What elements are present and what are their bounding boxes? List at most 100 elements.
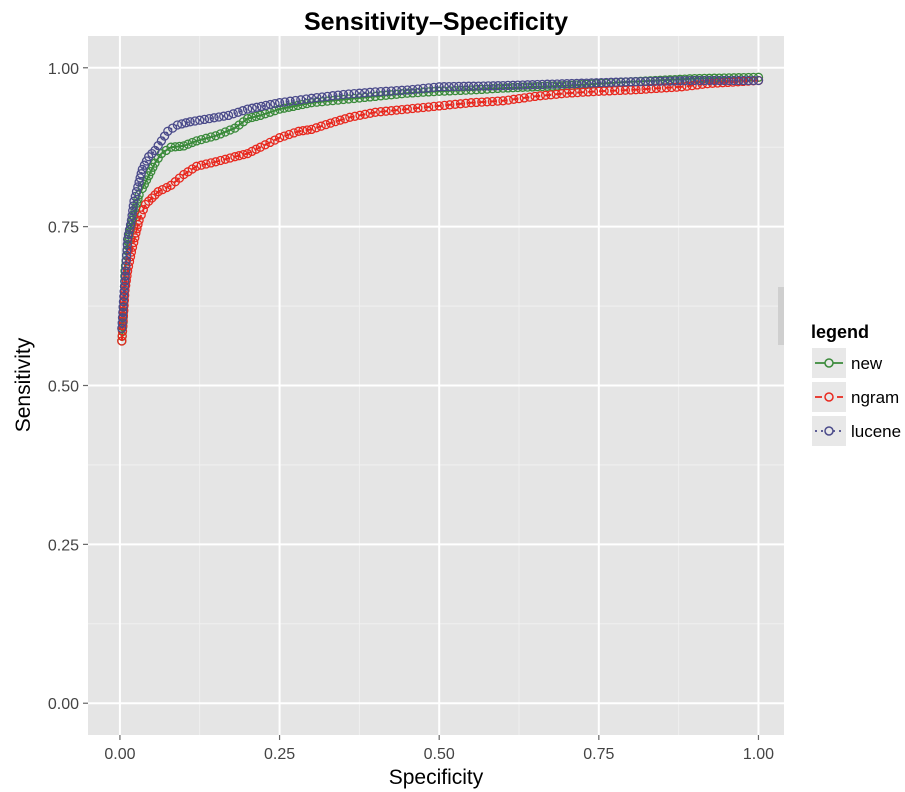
data-point-lucene (117, 323, 127, 333)
data-point-ngram (656, 83, 667, 93)
data-point-ngram (360, 109, 370, 119)
data-point-lucene (518, 80, 528, 90)
data-point-ngram (140, 199, 151, 210)
data-point-lucene (665, 76, 675, 86)
data-point-lucene (386, 86, 396, 96)
data-point-lucene (621, 77, 631, 87)
data-point-lucene (434, 82, 444, 92)
series-lucene (117, 75, 764, 333)
data-point-new (206, 132, 216, 142)
data-point-new (153, 153, 163, 163)
data-point-new (344, 94, 354, 104)
data-point-lucene (753, 75, 764, 86)
data-point-ngram (260, 140, 270, 150)
data-point-lucene (177, 119, 187, 129)
data-point-lucene (660, 76, 670, 86)
series-line-ngram (120, 79, 759, 342)
data-point-lucene (317, 92, 327, 102)
data-point-lucene (136, 169, 146, 179)
data-point-lucene (640, 76, 651, 87)
data-point-lucene (144, 152, 154, 162)
data-point-lucene (527, 80, 538, 90)
data-point-ngram (220, 154, 230, 164)
data-point-ngram (255, 142, 266, 152)
data-point-new (242, 113, 253, 124)
data-point-new (508, 83, 518, 93)
data-point-lucene (601, 77, 611, 88)
data-point-lucene (296, 95, 306, 105)
data-point-lucene (121, 250, 132, 260)
data-point-lucene (596, 77, 606, 88)
data-point-lucene (117, 313, 128, 323)
data-point-lucene (376, 86, 386, 97)
data-point-ngram (121, 280, 131, 291)
data-point-new (220, 127, 230, 137)
data-point-ngram (466, 98, 476, 108)
data-point-ngram (519, 93, 529, 103)
data-point-lucene (306, 93, 317, 103)
data-point-ngram (355, 110, 365, 120)
data-point-ngram (477, 97, 487, 107)
data-point-lucene (185, 117, 195, 127)
data-point-lucene (119, 281, 130, 292)
x-axis-title: Specificity (389, 766, 484, 789)
data-point-lucene (729, 75, 739, 86)
data-point-lucene (328, 91, 338, 101)
legend: legend new ngram lucene (811, 322, 901, 446)
data-point-ngram (191, 161, 202, 171)
data-point-ngram (119, 295, 130, 305)
data-point-ngram (651, 83, 661, 94)
data-point-lucene (685, 75, 695, 86)
data-point-lucene (338, 89, 349, 100)
data-point-lucene (714, 75, 724, 86)
data-point-lucene (118, 307, 128, 318)
data-point-lucene (195, 115, 205, 125)
data-point-ngram (682, 81, 692, 91)
x-tick-label: 0.75 (583, 746, 614, 763)
data-point-ngram (402, 104, 412, 114)
data-point-ngram (345, 112, 355, 122)
data-point-ngram (450, 99, 460, 109)
panel-edge-marker (778, 287, 784, 345)
data-point-ngram (211, 157, 221, 167)
data-point-lucene (124, 225, 135, 235)
plot-area: 0.00 0.25 0.50 0.75 1.00 0.00 0.25 0.50 0.75 1.00 (48, 36, 784, 763)
data-point-ngram (127, 242, 138, 252)
data-point-lucene (190, 116, 200, 126)
data-point-ngram (279, 131, 289, 141)
data-point-ngram (225, 153, 235, 163)
data-point-lucene (130, 191, 140, 202)
data-point-ngram (429, 101, 439, 112)
data-point-ngram (242, 148, 253, 159)
data-point-ngram (493, 96, 503, 106)
data-point-lucene (464, 81, 474, 91)
data-point-lucene (141, 156, 152, 166)
data-point-lucene (616, 77, 626, 87)
data-point-ngram (138, 205, 148, 215)
data-point-lucene (699, 75, 710, 86)
data-point-ngram (687, 80, 697, 91)
data-point-lucene (719, 75, 729, 86)
data-point-ngram (423, 102, 434, 112)
data-point-lucene (349, 88, 359, 99)
data-point-new (211, 131, 221, 141)
chart-title: Sensitivity–Specificity (304, 8, 568, 36)
data-point-lucene (127, 210, 137, 221)
legend-label-ngram: ngram (851, 388, 899, 407)
data-point-new (503, 83, 513, 93)
data-point-lucene (468, 81, 479, 91)
data-point-new (146, 166, 156, 177)
data-point-ngram (594, 86, 604, 96)
data-point-lucene (439, 82, 449, 92)
data-point-lucene (122, 245, 132, 255)
data-point-new (196, 134, 206, 145)
data-point-lucene (119, 291, 129, 302)
data-point-lucene (498, 80, 508, 91)
data-point-ngram (599, 86, 609, 96)
data-point-ngram (471, 97, 482, 108)
data-point-lucene (413, 84, 423, 94)
data-point-ngram (503, 95, 514, 105)
data-point-ngram (215, 155, 226, 166)
data-point-ngram (298, 126, 308, 136)
data-point-lucene (238, 106, 248, 116)
